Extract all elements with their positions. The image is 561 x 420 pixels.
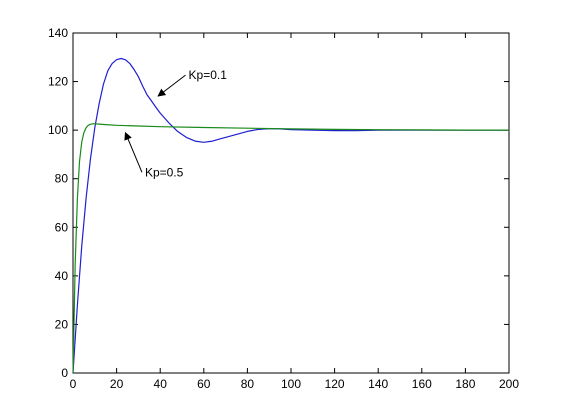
annotation-label: Kp=0.1	[189, 68, 228, 82]
x-tick-label: 140	[368, 377, 388, 391]
y-tick-label: 100	[48, 123, 68, 137]
annotation-arrow	[157, 74, 186, 97]
x-tick-label: 160	[412, 377, 432, 391]
x-tick-label: 200	[499, 377, 519, 391]
x-tick-label: 0	[70, 377, 77, 391]
axis-ticks: 0 20 40 60 80 100 120 140 160 180 200 0 20 40 60 80 100 1…	[48, 26, 519, 391]
y-tick-label: 80	[55, 172, 69, 186]
x-tick-label: 120	[325, 377, 345, 391]
y-tick-label: 40	[55, 269, 69, 283]
y-tick-label: 140	[48, 26, 68, 40]
x-tick-label: 100	[281, 377, 301, 391]
y-tick-label: 20	[55, 317, 69, 331]
annotation-label: Kp=0.5	[145, 165, 184, 179]
series-group	[72, 57, 509, 374]
y-tick-label: 0	[61, 366, 68, 380]
series-line-1	[72, 123, 509, 374]
x-tick-label: 20	[110, 377, 124, 391]
series-line-0	[72, 57, 509, 374]
y-tick-label: 60	[55, 220, 69, 234]
x-tick-label: 40	[154, 377, 168, 391]
annotation-arrow	[124, 131, 143, 173]
x-tick-label: 180	[455, 377, 475, 391]
x-tick-label: 60	[197, 377, 211, 391]
y-tick-label: 120	[48, 75, 68, 89]
x-tick-label: 80	[241, 377, 255, 391]
annotations: Kp=0.1 Kp=0.5	[124, 68, 228, 179]
plot-frame	[72, 32, 510, 374]
